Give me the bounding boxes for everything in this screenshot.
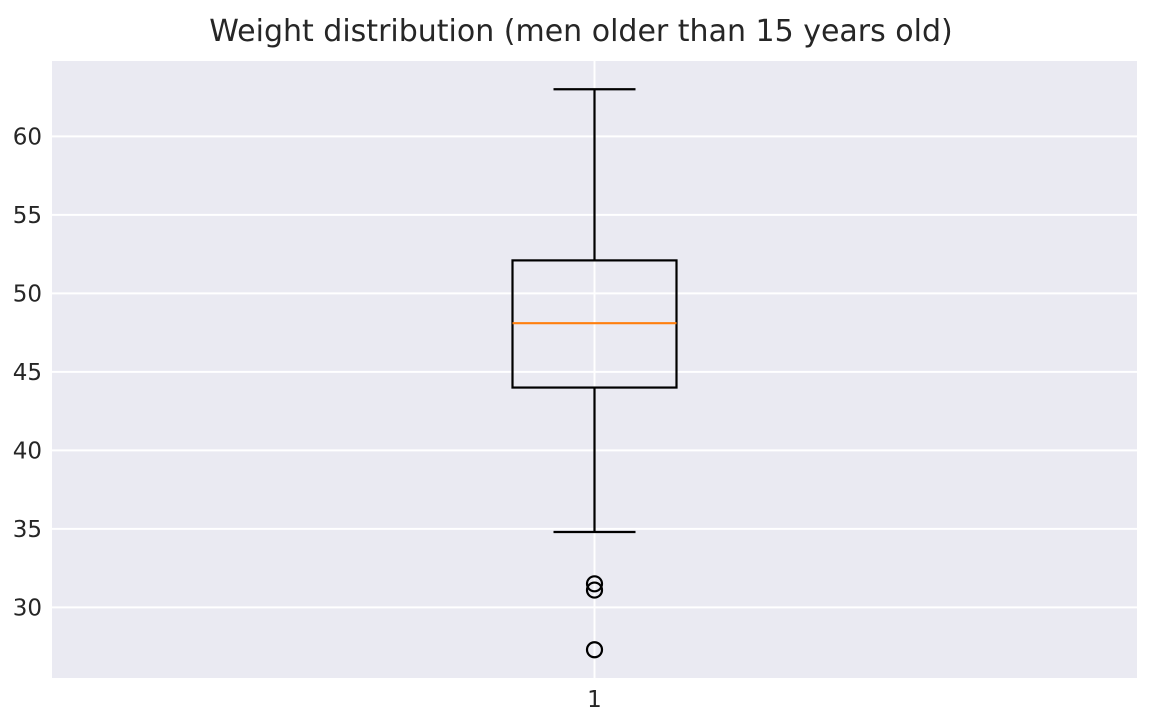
outlier-point	[585, 581, 604, 599]
y-tick-label: 35	[13, 517, 42, 543]
outlier-point	[585, 575, 604, 593]
y-tick-label: 45	[13, 360, 42, 386]
tick-labels: 30 35 40 45 50 55 60 1	[13, 124, 602, 713]
y-tick-label: 40	[13, 438, 42, 464]
y-tick-label: 55	[13, 203, 42, 229]
box-marks	[511, 88, 678, 659]
outlier-point	[585, 641, 604, 659]
chart-title: Weight distribution (men older than 15 y…	[209, 14, 953, 49]
y-tick-label: 60	[13, 124, 42, 150]
y-tick-label: 30	[13, 595, 42, 621]
x-tick-label: 1	[587, 687, 602, 713]
y-tick-label: 50	[13, 281, 42, 307]
